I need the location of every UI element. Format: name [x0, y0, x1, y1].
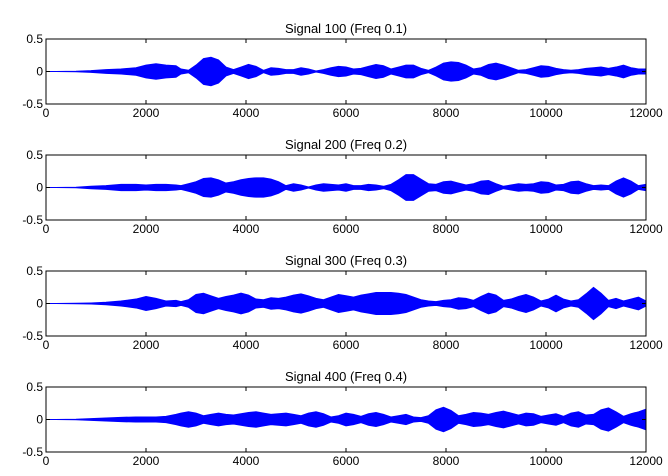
x-tick-label: 10000: [529, 454, 563, 468]
subplot-title: Signal 400 (Freq 0.4): [285, 369, 407, 384]
x-tick-label: 8000: [433, 222, 460, 236]
subplot-3: 0 2000 4000 6000 8000 10000 12000-0.500.5Signa…: [22, 253, 663, 352]
y-tick-label: 0: [36, 181, 43, 195]
x-tick-label: 6000: [333, 338, 360, 352]
x-tick-label: 2000: [133, 222, 160, 236]
y-tick-label: -0.5: [22, 329, 43, 343]
x-tick-label: 6000: [333, 106, 360, 120]
y-tick-label: 0.5: [26, 380, 43, 394]
subplot-title: Signal 300 (Freq 0.3): [285, 253, 407, 268]
x-tick-label: 10000: [529, 338, 563, 352]
x-tick-label: 0: [43, 106, 50, 120]
x-tick-label: 12000: [629, 454, 663, 468]
subplot-title: Signal 200 (Freq 0.2): [285, 137, 407, 152]
x-tick-label: 4000: [233, 106, 260, 120]
x-tick-label: 2000: [133, 454, 160, 468]
x-tick-label: 12000: [629, 106, 663, 120]
y-tick-label: 0: [36, 297, 43, 311]
x-tick-label: 6000: [333, 222, 360, 236]
x-tick-label: 12000: [629, 222, 663, 236]
x-tick-label: 8000: [433, 106, 460, 120]
x-tick-label: 0: [43, 222, 50, 236]
x-tick-label: 4000: [233, 454, 260, 468]
y-tick-label: -0.5: [22, 97, 43, 111]
x-tick-label: 4000: [233, 338, 260, 352]
x-tick-label: 12000: [629, 338, 663, 352]
y-tick-label: 0: [36, 413, 43, 427]
y-tick-label: 0.5: [26, 264, 43, 278]
x-tick-label: 10000: [529, 106, 563, 120]
x-tick-label: 2000: [133, 106, 160, 120]
subplot-2: 0 2000 4000 6000 8000 10000 12000-0.500.5Signa…: [22, 137, 663, 236]
y-tick-label: 0: [36, 65, 43, 79]
x-tick-label: 8000: [433, 338, 460, 352]
x-tick-label: 10000: [529, 222, 563, 236]
subplot-1: 0 2000 4000 6000 8000 10000 12000-0.500.5Signa…: [22, 21, 663, 120]
y-tick-label: 0.5: [26, 32, 43, 46]
x-tick-label: 0: [43, 454, 50, 468]
y-tick-label: 0.5: [26, 148, 43, 162]
x-tick-label: 6000: [333, 454, 360, 468]
x-tick-label: 8000: [433, 454, 460, 468]
y-tick-label: -0.5: [22, 445, 43, 459]
x-tick-label: 4000: [233, 222, 260, 236]
x-tick-label: 2000: [133, 338, 160, 352]
y-tick-label: -0.5: [22, 213, 43, 227]
x-tick-label: 0: [43, 338, 50, 352]
subplot-title: Signal 100 (Freq 0.1): [285, 21, 407, 36]
subplot-4: 0 2000 4000 6000 8000 10000 12000-0.500.5Signa…: [22, 369, 663, 468]
